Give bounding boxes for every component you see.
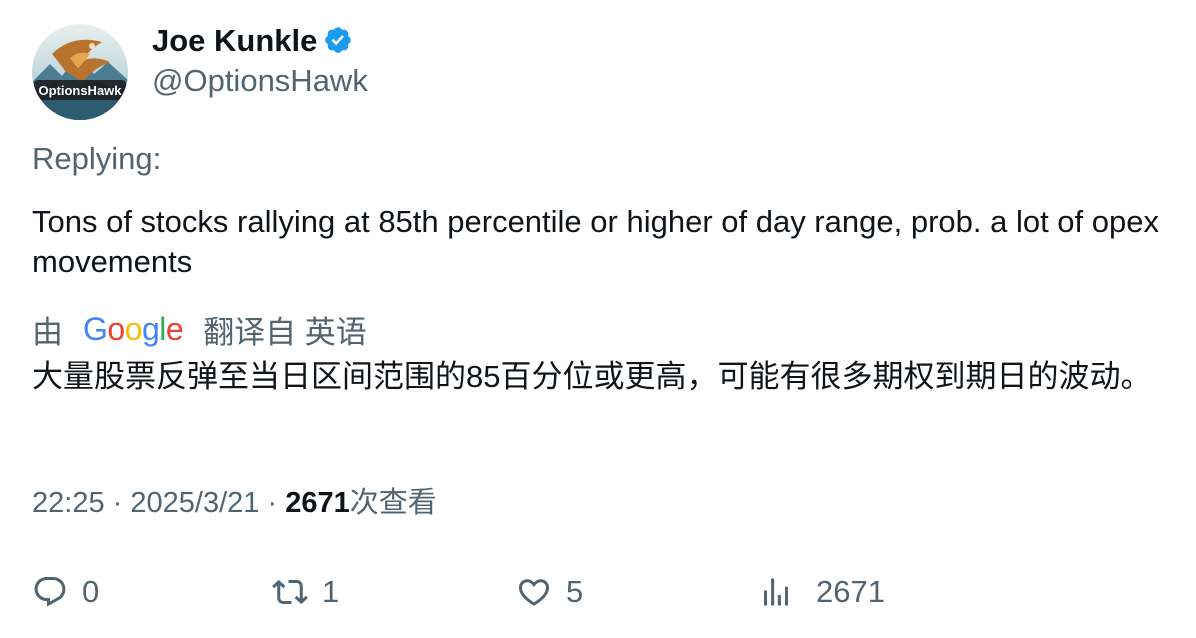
verified-badge-icon — [323, 25, 353, 63]
like-count: 5 — [566, 574, 584, 609]
heart-icon — [518, 579, 550, 606]
reply-button[interactable]: 0 — [32, 570, 99, 614]
author-display-name[interactable]: Joe Kunkle — [152, 23, 353, 63]
tweet-metadata: 22:25 · 2025/3/21 · 2671次查看 — [32, 485, 437, 521]
replying-label: Replying: — [32, 141, 162, 176]
reply-icon — [34, 577, 66, 607]
google-logo: Google — [83, 310, 184, 347]
views-action-count: 2671 — [816, 574, 885, 609]
meta-separator: · — [112, 487, 123, 519]
translated-from-label[interactable]: 翻译自 英语 — [203, 314, 367, 350]
retweet-count: 1 — [322, 574, 340, 609]
meta-separator: · — [267, 487, 278, 519]
display-name-text: Joe Kunkle — [152, 23, 318, 58]
like-button[interactable]: 5 — [516, 570, 583, 614]
reply-count: 0 — [82, 574, 100, 609]
retweet-button[interactable]: 1 — [272, 570, 339, 614]
views-count: 2671 — [285, 487, 350, 519]
svg-text:OptionsHawk: OptionsHawk — [38, 83, 122, 98]
views-button[interactable]: 2671 — [758, 570, 885, 614]
tweet-text: Tons of stocks rallying at 85th percenti… — [32, 204, 1159, 279]
translation-prefix: 由 — [32, 314, 63, 350]
hawk-logo-avatar-icon: OptionsHawk — [32, 24, 128, 120]
translated-text: 大量股票反弹至当日区间范围的85百分位或更高，可能有很多期权到期日的波动。 — [32, 359, 1152, 394]
views-label: 次查看 — [349, 487, 437, 519]
translation-attribution: 由 Google 翻译自 英语 — [32, 309, 367, 350]
author-handle[interactable]: @OptionsHawk — [152, 63, 368, 98]
retweet-icon — [272, 579, 308, 605]
views-chart-icon — [764, 578, 788, 606]
tweet-date[interactable]: 2025/3/21 — [130, 487, 260, 519]
tweet-time[interactable]: 22:25 — [32, 487, 105, 519]
author-avatar[interactable]: OptionsHawk — [32, 24, 128, 120]
